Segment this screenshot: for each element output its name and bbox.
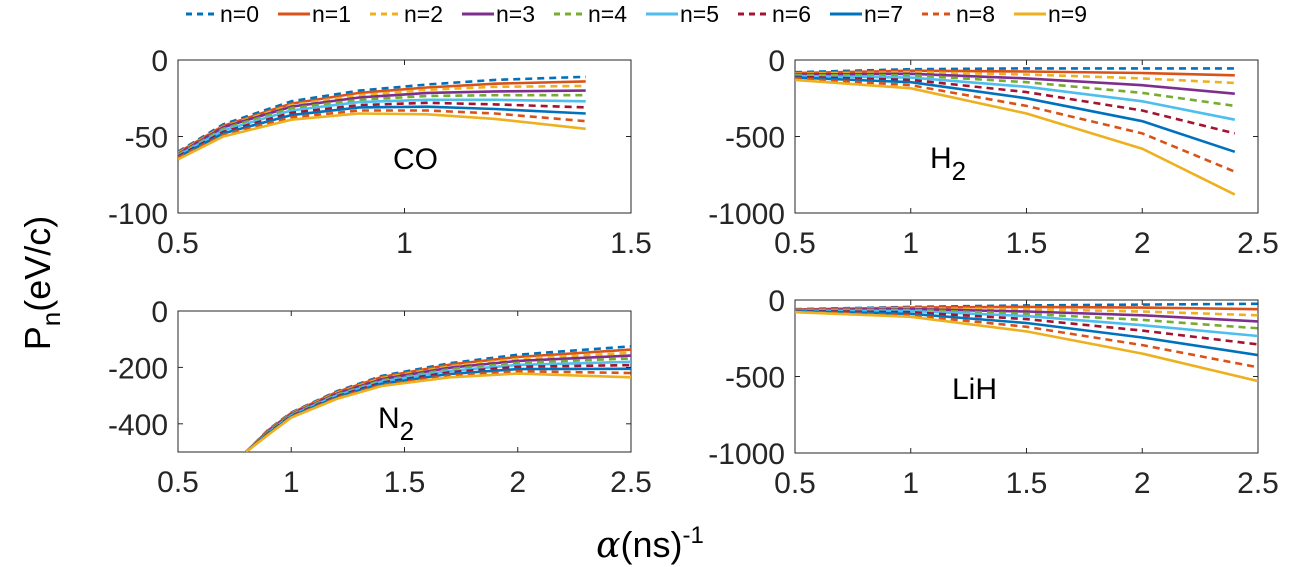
legend-entry: n=8 [922,1,995,27]
y-tick-label: 0 [151,296,168,329]
x-tick-label: 1 [902,467,919,500]
y-tick-label: -500 [725,362,785,395]
legend-label: n=3 [496,1,535,27]
legend-entry: n=9 [1014,1,1087,27]
x-tick-label: 2.5 [1237,227,1279,260]
series-line-n=6 [178,101,586,158]
legend-label: n=0 [220,1,259,27]
series-line-n=8 [178,109,586,160]
series-line-n=4 [178,93,586,157]
x-tick-label: 1 [902,227,919,260]
series-line-n=9 [795,78,1236,196]
x-tick-label: 1.5 [1006,227,1048,260]
y-tick-label: -100 [108,198,168,231]
series-line-n=6 [795,75,1236,135]
x-tick-label: 1.5 [1006,467,1048,500]
chart-panel-n2: 0.5 1 1.5 2 2.5 -400 -200 0 N2 [108,296,652,499]
molecule-label: CO [393,143,438,176]
legend-entry: n=1 [278,1,351,27]
legend-label: n=5 [680,1,719,27]
x-axis-label: α(ns)-1 [596,522,704,566]
chart-panel-h2: 0.5 1 1.5 2 2.5 -1000 -500 0 H2 [708,45,1279,260]
y-tick-label: 0 [768,45,785,78]
chart-panel-co: 0.5 1 1.5 -100 -50 0 CO [108,45,652,260]
series-line-n=9 [178,112,586,161]
molecule-label: H2 [930,142,966,186]
y-tick-label: -500 [725,122,785,155]
series-group [178,75,586,161]
chart-panel-lih: 0.5 1 1.5 2 2.5 -1000 -500 0 LiH [708,285,1279,500]
x-axis-label-alpha: α [596,525,620,566]
y-tick-label: 0 [151,45,168,78]
series-line-n=6 [245,363,631,452]
x-tick-label: 0.5 [774,467,816,500]
series-line-n=9 [245,372,631,452]
series-line-n=0 [178,75,586,153]
x-tick-label: 1.5 [384,466,426,499]
legend-label: n=8 [956,1,995,27]
legend-entry: n=7 [830,1,903,27]
y-axis-label-unit: (eV/c) [17,216,58,312]
x-axis-label-sup: -1 [682,522,703,549]
y-tick-label: -200 [108,352,168,385]
series-group [795,67,1236,196]
x-tick-label: 2.5 [610,466,652,499]
y-tick-label: -1000 [708,198,785,231]
series-group [245,345,631,452]
legend-label: n=1 [312,1,351,27]
legend-label: n=7 [864,1,903,27]
x-tick-label: 2 [509,466,526,499]
x-tick-label: 1 [396,227,413,260]
x-tick-label: 1 [283,466,300,499]
series-line-n=4 [245,357,631,452]
legend-entry: n=2 [370,1,443,27]
series-group [795,302,1258,383]
y-axis-label-main: P [17,326,58,350]
legend-label: n=6 [772,1,811,27]
y-tick-label: 0 [768,285,785,318]
y-axis-label-sub: n [36,312,66,326]
x-tick-label: 2.5 [1237,467,1279,500]
legend-label: n=9 [1048,1,1087,27]
x-tick-label: 0.5 [774,227,816,260]
series-line-n=9 [795,310,1258,383]
series-line-n=4 [795,74,1235,108]
x-tick-label: 0.5 [157,466,199,499]
legend-entry: n=0 [186,1,259,27]
x-tick-label: 2 [1134,227,1151,260]
series-line-n=7 [178,105,586,159]
legend-label: n=2 [404,1,443,27]
series-line-n=5 [178,98,586,157]
x-tick-label: 1.5 [610,227,652,260]
legend-label: n=4 [588,1,627,27]
x-tick-label: 0.5 [157,227,199,260]
y-tick-label: -400 [108,409,168,442]
y-tick-label: -50 [125,122,168,155]
molecule-label: N2 [378,402,414,446]
legend-entry: n=5 [646,1,719,27]
legend-entry: n=4 [554,1,627,27]
x-axis-label-unit: (ns) [620,524,682,565]
y-axis-label: Pn(eV/c) [17,216,66,351]
x-tick-label: 2 [1134,467,1151,500]
legend: n=0 n=1 n=2 n=3 n=4 n=5 n=6 n=7 n=8 n=9 [186,1,1087,27]
series-line-n=3 [178,89,586,156]
series-line-n=8 [795,77,1236,173]
legend-entry: n=3 [462,1,535,27]
y-tick-label: -1000 [708,438,785,471]
molecule-label: LiH [952,373,997,406]
series-line-n=8 [245,370,631,452]
legend-entry: n=6 [738,1,811,27]
series-line-n=7 [795,76,1236,154]
series-line-n=5 [795,74,1236,121]
